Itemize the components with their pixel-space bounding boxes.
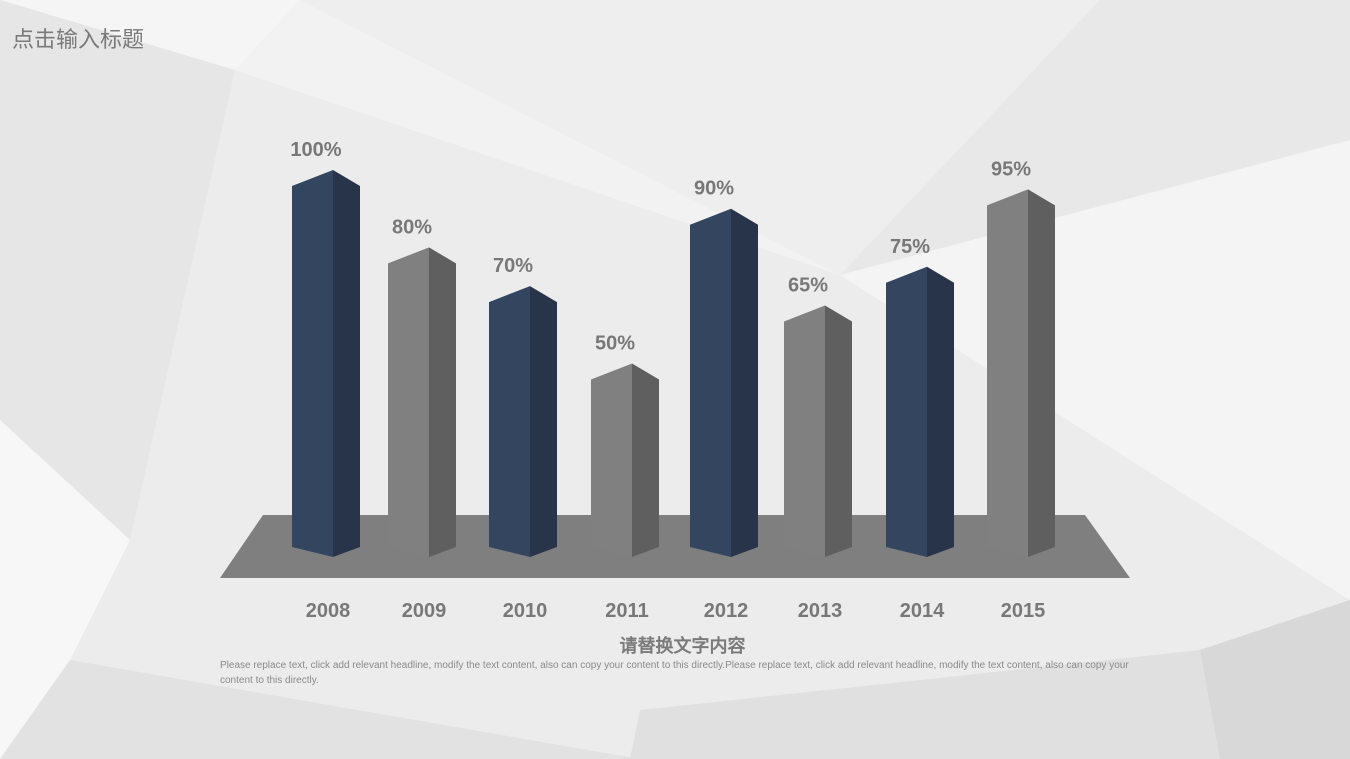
x-tick-label: 2015 <box>1001 600 1046 622</box>
bar-side-2010 <box>530 286 557 557</box>
x-tick-label: 2010 <box>503 600 548 622</box>
bar-front-2010 <box>489 286 530 557</box>
bar-side-2014 <box>927 266 954 557</box>
x-tick-label: 2011 <box>605 600 648 622</box>
slide-title[interactable]: 点击输入标题 <box>12 27 145 52</box>
subtitle: 请替换文字内容 <box>619 636 746 656</box>
bar-side-2012 <box>731 208 758 557</box>
bar-side-2008 <box>333 170 360 557</box>
value-label: 50% <box>595 333 635 355</box>
value-label: 75% <box>890 236 930 258</box>
value-label: 80% <box>392 216 432 238</box>
value-label: 65% <box>788 274 828 296</box>
bar-side-2015 <box>1028 189 1055 557</box>
x-tick-label: 2012 <box>704 600 749 622</box>
value-label: 90% <box>694 178 734 200</box>
body-text: Please replace text, click add relevant … <box>220 660 1129 686</box>
value-label: 70% <box>493 255 533 277</box>
value-label: 95% <box>991 158 1031 180</box>
bar-front-2009 <box>388 247 429 557</box>
bar-side-2011 <box>632 363 659 557</box>
x-tick-label: 2009 <box>402 600 447 622</box>
bar-front-2013 <box>784 305 825 557</box>
bar-front-2011 <box>591 363 632 557</box>
x-tick-label: 2013 <box>798 600 843 622</box>
value-label: 100% <box>290 139 341 161</box>
bar-front-2012 <box>690 208 731 557</box>
bar-front-2014 <box>886 266 927 557</box>
bar-side-2013 <box>825 305 852 557</box>
bar-front-2015 <box>987 189 1028 557</box>
x-tick-label: 2008 <box>306 600 351 622</box>
bar-front-2008 <box>292 170 333 557</box>
bar-side-2009 <box>429 247 456 557</box>
x-tick-label: 2014 <box>900 600 945 622</box>
